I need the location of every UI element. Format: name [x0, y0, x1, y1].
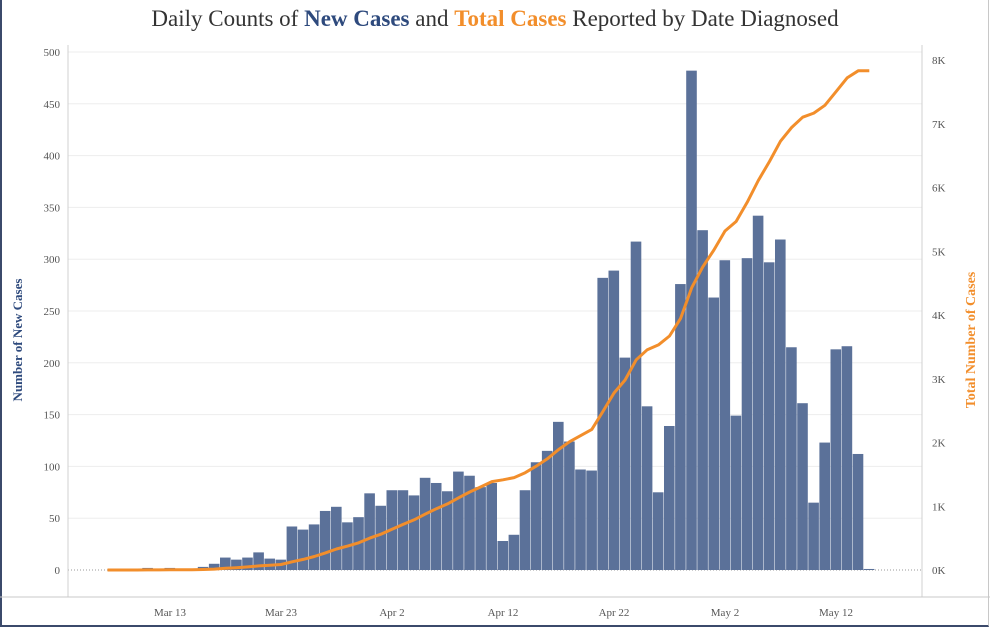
- y-right-tick-label: 5K: [932, 246, 946, 258]
- y-left-tick-label: 200: [44, 358, 61, 370]
- new-cases-bar: [863, 568, 875, 570]
- y-right-tick-label: 8K: [932, 55, 946, 67]
- new-cases-bar: [852, 453, 864, 570]
- y-left-tick-label: 250: [44, 306, 61, 318]
- title-text: and: [409, 6, 455, 31]
- new-cases-bar: [397, 490, 409, 570]
- new-cases-bar: [364, 493, 375, 570]
- x-tick-label: Apr 12: [488, 607, 519, 619]
- new-cases-bar: [841, 346, 853, 570]
- new-cases-bar: [331, 506, 342, 570]
- new-cases-bar: [664, 425, 675, 570]
- new-cases-bar: [730, 415, 742, 570]
- new-cases-bar: [686, 70, 697, 570]
- new-cases-bar: [453, 471, 464, 570]
- title-text: Daily Counts of: [151, 6, 305, 31]
- x-tick-label: May 2: [711, 607, 739, 619]
- y-left-tick-label: 400: [44, 151, 61, 163]
- chart-title: Daily Counts of New Cases and Total Case…: [0, 6, 990, 32]
- new-cases-bar: [464, 475, 475, 570]
- new-cases-bar: [419, 477, 431, 570]
- x-tick-label: Mar 23: [265, 607, 298, 619]
- title-total-cases: Total Cases: [454, 6, 567, 31]
- new-cases-bar: [508, 534, 520, 570]
- y-right-tick-label: 6K: [932, 183, 946, 195]
- x-tick-label: Apr 22: [599, 607, 630, 619]
- new-cases-bar: [763, 262, 775, 570]
- y-axis-left-label: Number of New Cases: [10, 279, 25, 402]
- total-cases-line: [107, 69, 870, 572]
- y-right-tick-label: 4K: [932, 310, 946, 322]
- new-cases-bar: [208, 563, 220, 570]
- new-cases-bar: [541, 450, 553, 570]
- new-cases-bar: [553, 421, 564, 570]
- y-left-tick-label: 450: [44, 99, 61, 111]
- new-cases-bar: [741, 258, 753, 570]
- new-cases-bar: [675, 284, 686, 570]
- new-cases-bar: [253, 552, 264, 570]
- new-cases-bar: [242, 557, 253, 570]
- new-cases-bar: [719, 260, 731, 570]
- y-right-tick-label: 1K: [932, 501, 946, 513]
- new-cases-bar: [530, 462, 542, 570]
- new-cases-bar: [308, 524, 320, 570]
- new-cases-bar: [775, 239, 786, 571]
- new-cases-bar: [486, 482, 497, 570]
- new-cases-bar: [586, 470, 597, 570]
- new-cases-bar: [630, 241, 642, 570]
- y-left-tick-label: 150: [44, 410, 61, 422]
- new-cases-bar: [475, 487, 486, 570]
- new-cases-bar: [619, 357, 631, 570]
- new-cases-bar: [786, 347, 797, 570]
- y-left-tick-label: 100: [44, 461, 61, 473]
- y-axis-right-label: Total Number of Cases: [964, 271, 979, 408]
- x-tick-label: Apr 2: [379, 607, 404, 619]
- new-cases-bar: [597, 277, 608, 570]
- new-cases-bar: [608, 270, 620, 570]
- title-text: Reported by Date Diagnosed: [566, 6, 839, 31]
- y-left-tick-label: 350: [44, 202, 61, 214]
- x-tick-label: May 12: [819, 607, 853, 619]
- y-right-tick-label: 2K: [932, 438, 946, 450]
- new-cases-bar: [752, 215, 764, 571]
- new-cases-bar: [220, 557, 231, 570]
- new-cases-bar: [808, 502, 819, 570]
- new-cases-bar: [819, 442, 830, 570]
- new-cases-bar: [564, 441, 575, 570]
- new-cases-bar: [430, 482, 442, 570]
- new-cases-bar: [575, 469, 586, 570]
- new-cases-bar: [697, 230, 708, 570]
- new-cases-bar: [830, 349, 842, 570]
- y-left-tick-label: 50: [49, 513, 61, 525]
- new-cases-bar: [641, 406, 653, 570]
- y-right-tick-label: 3K: [932, 374, 946, 386]
- new-cases-bar: [286, 526, 298, 570]
- y-left-tick-label: 500: [44, 47, 61, 59]
- new-cases-bar: [375, 505, 386, 570]
- new-cases-bar: [231, 559, 242, 570]
- new-cases-bar: [708, 297, 719, 570]
- new-cases-bar: [408, 495, 420, 570]
- y-right-tick-label: 7K: [932, 119, 946, 131]
- y-left-tick-label: 0: [55, 565, 61, 577]
- new-cases-bar: [652, 492, 664, 570]
- new-cases-bar: [497, 540, 509, 570]
- new-cases-bar: [519, 490, 531, 570]
- x-tick-label: Mar 13: [154, 607, 187, 619]
- new-cases-bar: [319, 510, 331, 570]
- new-cases-bar: [442, 491, 453, 570]
- y-left-tick-label: 300: [44, 254, 61, 266]
- new-cases-bar: [297, 529, 309, 570]
- y-right-tick-label: 0K: [932, 565, 946, 577]
- title-new-cases: New Cases: [304, 6, 410, 31]
- new-cases-bar: [797, 403, 808, 570]
